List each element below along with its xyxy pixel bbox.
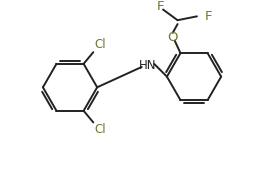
Text: F: F bbox=[156, 0, 164, 13]
Text: F: F bbox=[205, 10, 212, 23]
Text: O: O bbox=[167, 31, 178, 44]
Text: HN: HN bbox=[139, 59, 156, 71]
Text: Cl: Cl bbox=[94, 38, 106, 51]
Text: Cl: Cl bbox=[94, 123, 106, 136]
